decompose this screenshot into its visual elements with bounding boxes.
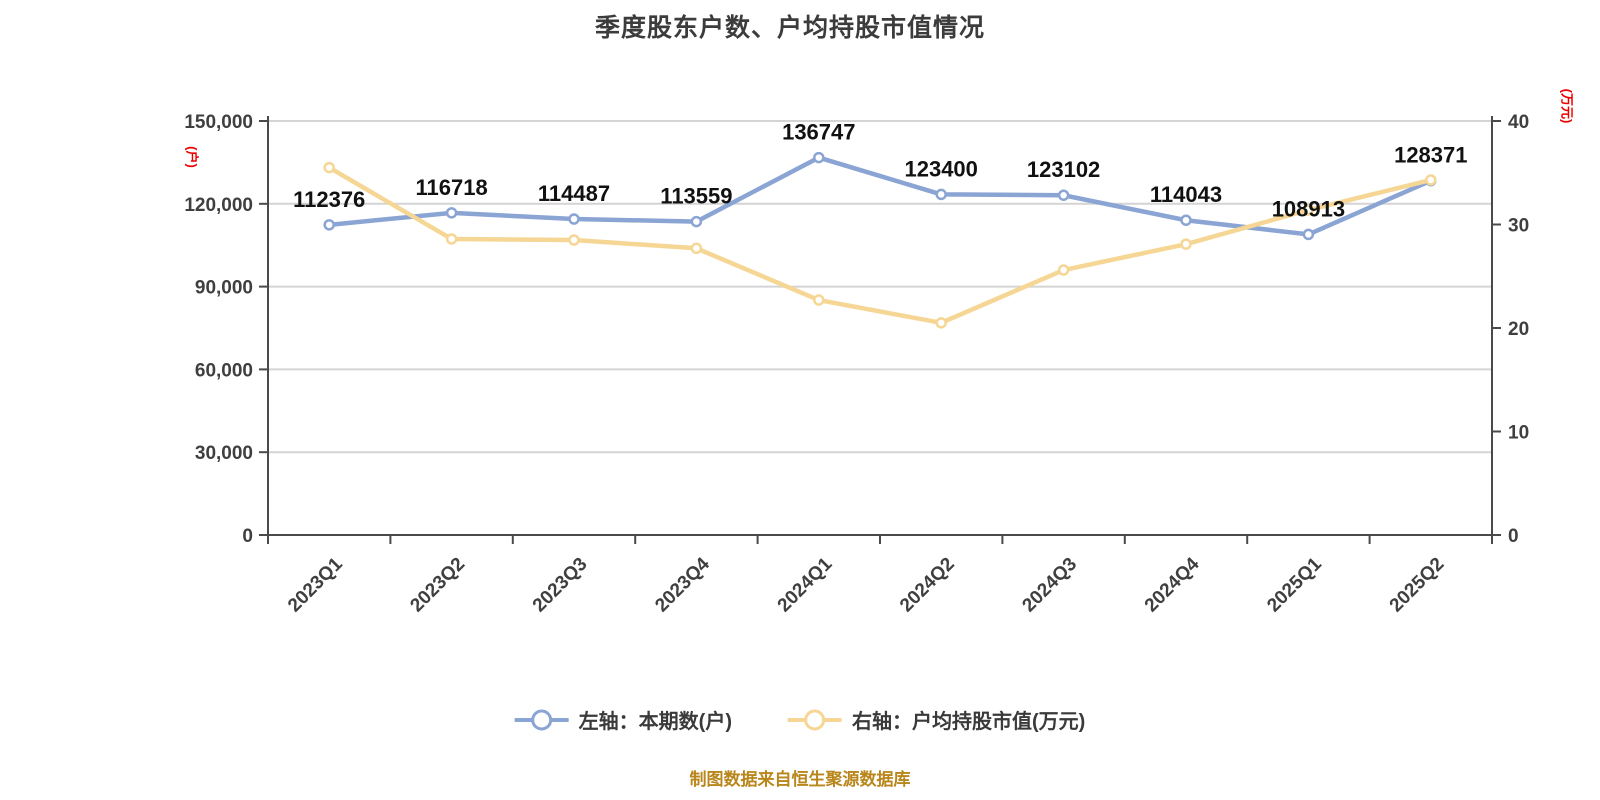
data-point-marker — [568, 213, 580, 225]
data-point-marker — [1057, 189, 1070, 201]
legend-label: 左轴：本期数(户) — [578, 711, 732, 733]
data-point-marker — [1057, 264, 1070, 276]
data-point-marker — [1302, 204, 1315, 216]
x-axis-label: 2025Q1 — [1263, 553, 1326, 616]
data-point-label: 123400 — [904, 156, 977, 181]
data-point-label: 113559 — [660, 184, 732, 209]
data-point-marker — [1425, 174, 1437, 186]
left-axis-tick-label: 0 — [242, 526, 253, 547]
data-point-marker — [690, 242, 703, 255]
data-point-label: 128371 — [1394, 143, 1467, 168]
left-axis-tick-label: 90,000 — [195, 278, 253, 299]
x-axis-label: 2024Q1 — [774, 553, 837, 616]
chart-title: 季度股东户数、户均持股市值情况 — [594, 14, 986, 42]
x-axis-label: 2024Q3 — [1018, 554, 1081, 617]
data-point-label: 114043 — [1150, 182, 1222, 207]
x-axis-label: 2023Q3 — [529, 554, 592, 617]
data-point-label: 136747 — [782, 120, 855, 145]
data-point-label: 123102 — [1027, 157, 1100, 182]
data-point-marker — [1180, 214, 1192, 226]
data-point-label: 112376 — [293, 187, 365, 212]
data-point-marker — [445, 207, 458, 219]
left-axis-tick-label: 60,000 — [195, 360, 253, 381]
data-point-marker — [935, 317, 947, 329]
data-point-label: 114487 — [538, 181, 610, 206]
left-axis-tick-label: 120,000 — [184, 195, 253, 216]
x-axis-label: 2024Q2 — [896, 554, 959, 617]
right-axis-tick-label: 40 — [1508, 112, 1529, 133]
data-point-marker — [1180, 238, 1192, 250]
right-axis-tick-label: 20 — [1508, 319, 1529, 340]
right-axis-tick-label: 30 — [1508, 216, 1529, 237]
x-axis-label: 2025Q2 — [1386, 554, 1449, 617]
line-circle-marker-icon — [514, 708, 569, 732]
x-axis-label: 2023Q4 — [651, 553, 714, 616]
data-point-marker — [323, 219, 335, 231]
legend-item-shareholder-count[interactable]: 左轴：本期数(户) — [514, 705, 732, 734]
x-axis-label: 2024Q4 — [1141, 553, 1204, 616]
legend-item-avg-holding-value[interactable]: 右轴：户均持股市值(万元) — [788, 705, 1085, 734]
data-source-note: 制图数据来自恒生聚源数据库 — [689, 770, 911, 789]
data-point-marker — [813, 294, 825, 306]
data-point-label: 108913 — [1272, 196, 1345, 221]
legend-label: 右轴：户均持股市值(万元) — [852, 711, 1086, 733]
data-point-marker — [568, 234, 580, 246]
x-axis-label: 2023Q1 — [284, 553, 347, 616]
series-line — [326, 165, 1434, 326]
left-axis-tick-label: 150,000 — [184, 112, 253, 133]
left-axis-tick-label: 30,000 — [195, 443, 253, 464]
right-axis-tick-label: 0 — [1508, 526, 1519, 547]
data-point-marker — [323, 161, 335, 174]
legend: 左轴：本期数(户) 右轴：户均持股市值(万元) — [514, 705, 1085, 734]
right-axis-tick-label: 10 — [1508, 423, 1529, 444]
data-point-marker — [690, 215, 703, 228]
line-circle-marker-icon — [788, 708, 842, 732]
data-point-marker — [935, 188, 947, 201]
data-point-label: 116718 — [415, 175, 487, 200]
x-axis-label: 2023Q2 — [406, 554, 469, 617]
data-point-marker — [813, 151, 825, 164]
data-point-marker — [1302, 228, 1315, 241]
data-point-marker — [445, 233, 458, 245]
